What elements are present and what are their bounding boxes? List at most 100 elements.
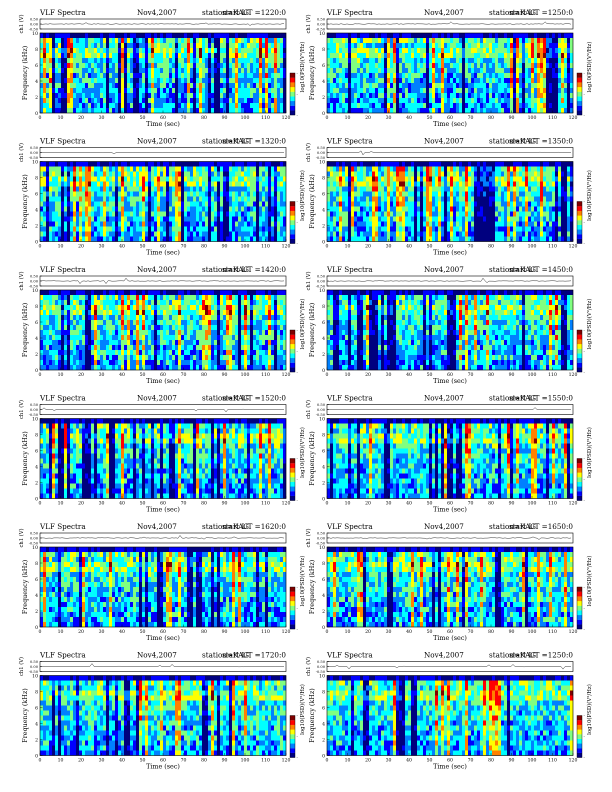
spectrogram-cell: [274, 186, 278, 192]
spectrogram-cell: [456, 221, 460, 227]
spectrogram-cell: [390, 161, 394, 167]
spectrogram-cell: [214, 68, 218, 74]
spectrogram-cell: [241, 53, 245, 59]
spectrogram-cell: [531, 108, 535, 114]
spectrogram-cell: [208, 201, 212, 207]
spectrogram-cell: [46, 88, 50, 94]
spectrogram-cell: [235, 166, 239, 172]
spectrogram-cell: [76, 38, 80, 44]
spectrogram-cell: [136, 161, 140, 167]
spectrogram-cell: [139, 166, 143, 172]
spectrogram-cell: [163, 186, 167, 192]
spectrogram-cell: [187, 236, 191, 242]
spectrogram-cell: [193, 68, 197, 74]
spectrogram-cell: [58, 48, 62, 54]
spectrogram-cell: [202, 191, 206, 197]
spectrogram-cell: [100, 68, 104, 74]
spectrogram-cell: [354, 63, 358, 69]
spectrogram-cell: [528, 98, 532, 104]
spectrogram-cell: [330, 38, 334, 44]
spectrogram-cell: [271, 43, 275, 49]
spectrogram-cell: [154, 98, 158, 104]
spectrogram-cell: [190, 221, 194, 227]
spectrogram-cell: [441, 171, 445, 177]
spectrogram-cell: [444, 73, 448, 79]
spectrogram-cell: [399, 186, 403, 192]
spectrogram-cell: [405, 78, 409, 84]
spectrogram-cell: [169, 206, 173, 212]
spectrogram-cell: [124, 181, 128, 187]
spectrogram-cell: [139, 98, 143, 104]
spectrogram-cell: [339, 166, 343, 172]
spectrogram-cell: [375, 98, 379, 104]
spectrogram-cell: [423, 206, 427, 212]
spectrogram-cell: [106, 103, 110, 109]
spectrogram-cell: [459, 171, 463, 177]
spectrogram-cell: [277, 176, 281, 182]
spectrogram-cell: [552, 103, 556, 109]
spectrogram-cell: [435, 103, 439, 109]
spectrogram-cell: [247, 93, 251, 99]
spectrogram-cell: [160, 161, 164, 167]
spectrogram-cell: [441, 33, 445, 39]
spectrogram-cell: [351, 171, 355, 177]
spectrogram-cell: [516, 68, 520, 74]
spectrogram-cell: [223, 206, 227, 212]
spectrogram-cell: [268, 83, 272, 89]
spectrogram-cell: [327, 171, 331, 177]
spectrogram-cell: [507, 38, 511, 44]
panel-station: station=KAG: [489, 137, 536, 146]
spectrogram-cell: [408, 166, 412, 172]
spectrogram-cell: [175, 88, 179, 94]
spectrogram-cell: [360, 191, 364, 197]
spectrogram-cell: [480, 103, 484, 109]
spectrogram-cell: [486, 53, 490, 59]
spectrogram-cell: [345, 236, 349, 242]
spectrogram-cell: [208, 73, 212, 79]
spectrogram-cell: [411, 73, 415, 79]
spectrogram-cell: [43, 216, 47, 222]
spectrogram-cell: [354, 58, 358, 64]
spectrogram-cell: [187, 48, 191, 54]
spectrogram-cell: [259, 78, 263, 84]
spectrogram-cell: [336, 108, 340, 114]
spectrogram-cell: [277, 73, 281, 79]
spectrogram-cell: [184, 68, 188, 74]
panel-title: VLF Spectra: [39, 137, 86, 146]
spectrogram-cell: [399, 196, 403, 202]
spectrogram-cell: [97, 43, 101, 49]
spectrogram-cell: [274, 103, 278, 109]
spectrogram-cell: [351, 38, 355, 44]
spectrogram-cell: [175, 186, 179, 192]
spectrogram-cell: [280, 98, 284, 104]
spectrogram-cell: [567, 53, 571, 59]
spectrogram-cell: [187, 103, 191, 109]
spectrogram-cell: [354, 181, 358, 187]
spectrogram-cell: [211, 196, 215, 202]
spectrogram-cell: [432, 206, 436, 212]
spectrogram-cell: [124, 58, 128, 64]
spectrogram-cell: [480, 191, 484, 197]
spectrogram-cell: [85, 53, 89, 59]
spectrogram-cell: [247, 231, 251, 237]
spectrogram-cell: [426, 201, 430, 207]
spectrogram-cell: [405, 93, 409, 99]
spectrogram-cell: [426, 206, 430, 212]
spectrogram-cell: [250, 201, 254, 207]
spectrogram-cell: [253, 186, 257, 192]
colorbar-segment: [290, 91, 295, 97]
spectrogram-cell: [115, 38, 119, 44]
spectrogram-cell: [274, 166, 278, 172]
spectrogram-cell: [97, 68, 101, 74]
spectrogram-cell: [172, 53, 176, 59]
spectrogram-cell: [420, 103, 424, 109]
spectrogram-cell: [345, 38, 349, 44]
spectrogram-cell: [229, 83, 233, 89]
spectrogram-cell: [330, 171, 334, 177]
spectrogram-cell: [283, 43, 287, 49]
spectrogram-cell: [447, 88, 451, 94]
spectrogram-cell: [501, 83, 505, 89]
spectrogram-cell: [339, 236, 343, 242]
spectrogram-cell: [232, 83, 236, 89]
